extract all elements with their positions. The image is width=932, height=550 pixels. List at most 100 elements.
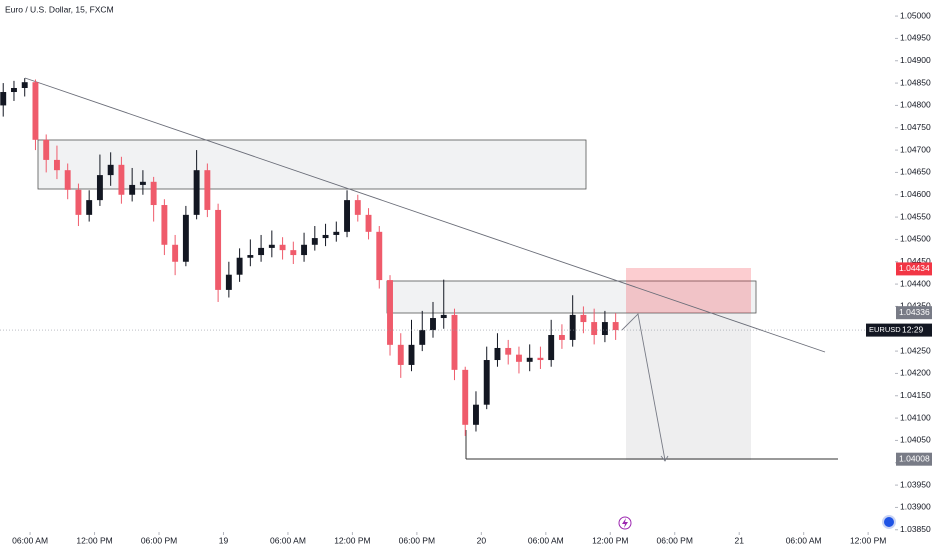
y-tick-label: 1.04650 — [900, 167, 931, 177]
candle-body — [301, 244, 308, 256]
candle-body — [376, 231, 383, 281]
axes: 1.05000 1.04950 1.04900 1.04850 1.04800 1.047… — [0, 10, 932, 545]
x-tick-label: 19 — [219, 535, 229, 545]
drawings — [24, 77, 838, 462]
price-badge-label: 1.04336 — [899, 307, 930, 317]
candle-body — [430, 318, 436, 331]
alert-bolt — [622, 518, 628, 528]
candle-body — [215, 209, 222, 290]
x-tick-label: 12:00 PM — [592, 535, 628, 545]
y-tick-label: 1.04700 — [900, 144, 931, 154]
y-tick-label: 1.04550 — [900, 211, 931, 221]
icons — [618, 515, 896, 530]
y-tick-label: 1.04750 — [900, 122, 931, 132]
target-zone — [626, 313, 751, 460]
countdown-label: 12:29 — [902, 324, 924, 334]
x-tick-label: 12:00 PM — [76, 535, 112, 545]
candle-body — [129, 184, 136, 195]
candle-body — [161, 205, 168, 245]
candle-body — [591, 322, 598, 336]
candle-body — [268, 244, 275, 248]
y-tick-label: 1.04900 — [900, 55, 931, 65]
y-tick-label: 1.04950 — [900, 33, 931, 43]
candle-body — [204, 170, 211, 210]
candle-body — [21, 82, 28, 88]
y-tick-label: 1.04250 — [900, 345, 931, 355]
price-badge-label: 1.04008 — [899, 453, 930, 463]
candle-body — [53, 159, 60, 171]
candle-body — [558, 335, 565, 340]
x-tick-label: 12:00 PM — [850, 535, 886, 545]
candle-body — [548, 335, 555, 361]
price-badge — [896, 306, 932, 320]
alert-icon[interactable] — [618, 516, 632, 530]
trend-line — [24, 77, 826, 353]
candle-body — [387, 280, 393, 345]
price-badge — [896, 452, 932, 466]
candle-body — [526, 357, 533, 362]
candle-body — [193, 170, 200, 215]
y-tick-label: 1.04350 — [900, 301, 931, 311]
candle-body — [279, 244, 286, 251]
candle-body — [537, 357, 544, 361]
candle-body — [118, 164, 125, 195]
y-tick-label: 1.04050 — [900, 435, 931, 445]
x-tick-label: 06:00 AM — [786, 535, 822, 545]
candle-body — [344, 200, 350, 232]
candle-body — [172, 244, 179, 262]
supply-zone — [37, 139, 587, 190]
candle-body — [107, 164, 114, 176]
y-tick-label: 1.04500 — [900, 234, 931, 244]
x-tick-label: 21 — [734, 535, 744, 545]
y-tick-label: 1.04200 — [900, 368, 931, 378]
candle-body — [32, 82, 39, 140]
candle-body — [569, 314, 576, 340]
y-tick-label: 1.04850 — [900, 77, 931, 87]
candle-body — [225, 274, 232, 290]
candle-body — [139, 181, 146, 185]
candle-body — [462, 369, 469, 425]
chart-title: Euro / U.S. Dollar, 15, FXCM — [5, 4, 114, 14]
x-tick-label: 06:00 AM — [270, 535, 306, 545]
price-badge-label: 1.04434 — [899, 263, 930, 273]
candle-body — [247, 255, 254, 258]
projection-arrow — [660, 455, 669, 462]
y-tick-label: 1.03850 — [900, 524, 931, 534]
symbol-label: EURUSD — [869, 325, 901, 334]
candle-body — [601, 322, 608, 336]
candle-body — [182, 214, 189, 262]
candle-body — [0, 92, 7, 106]
candle-body — [408, 344, 415, 365]
settings-icon[interactable] — [882, 515, 896, 529]
candle-body — [86, 200, 93, 215]
x-tick-label: 20 — [477, 535, 487, 545]
candle-body — [505, 347, 512, 355]
candle-body — [11, 87, 17, 93]
candle-body — [96, 175, 103, 201]
candle-body — [612, 322, 619, 331]
candle-body — [440, 314, 447, 319]
last-price-badge — [866, 323, 932, 337]
y-tick-label: 1.03900 — [900, 502, 931, 512]
y-tick-label: 1.04450 — [900, 256, 931, 266]
y-tick-label: 1.04150 — [900, 390, 931, 400]
candle-body — [451, 314, 458, 370]
candle-body — [397, 344, 404, 365]
candle-body — [75, 189, 82, 215]
candle-body — [290, 250, 297, 256]
y-tick-label: 1.04600 — [900, 189, 931, 199]
candle-body — [64, 170, 71, 190]
candle-body — [580, 314, 587, 323]
x-tick-label: 06:00 PM — [399, 535, 435, 545]
y-tick-label: 1.04100 — [900, 412, 931, 422]
candle-body — [419, 330, 426, 345]
x-tick-label: 06:00 AM — [528, 535, 564, 545]
candle-body — [258, 247, 265, 256]
candle-body — [150, 181, 157, 206]
candles — [0, 78, 619, 436]
candle-body — [322, 234, 329, 239]
x-tick-label: 06:00 AM — [12, 535, 48, 545]
candle-body — [236, 257, 243, 275]
